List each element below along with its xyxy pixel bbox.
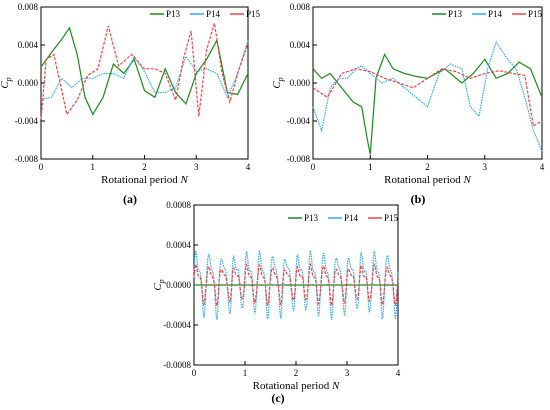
x-axis-label-text: Rotational period [384,174,463,186]
x-tick-label: 1 [243,368,248,378]
y-tick-label: 0.004 [290,40,311,50]
panel-label-b: (b) [411,192,426,206]
y-axis-label-sub: p [276,77,285,82]
legend-label-p13: P13 [166,9,181,19]
y-tick-label: 0.0000 [166,280,191,290]
y-tick-label: -0.008 [287,154,311,164]
x-axis-label-variable: N [331,380,340,392]
y-axis-label: Cp [271,77,285,88]
y-axis-label-main: C [0,81,11,89]
y-axis-label-main: C [152,283,164,291]
x-tick-label: 0 [311,162,316,172]
x-tick-label: 2 [142,162,147,172]
x-axis-label-variable: N [463,174,472,186]
legend-label-p14: P14 [344,213,359,223]
y-axis-label: Cp [0,77,13,88]
y-tick-label: 0.000 [290,78,311,88]
y-tick-label: -0.008 [15,154,39,164]
series-line-p14 [40,40,249,100]
y-tick-label: 0.008 [18,2,39,12]
y-tick-label: 0.000 [18,78,39,88]
legend-label-p14: P14 [206,9,221,19]
panel-label-c: (c) [271,391,284,405]
x-tick-label: 0 [39,162,44,172]
panel-a-chart: -0.008 -0.004 0.000 0.004 0.008 0 1 2 3 4 Rotation… [0,2,261,186]
series-line-p15 [312,68,543,127]
x-axis-label: Rotational period N [253,380,340,392]
panel-b-chart: -0.008 -0.004 0.000 0.004 0.008 0 1 2 3 4 Rotation… [271,2,545,186]
x-tick-label: 0 [192,368,197,378]
x-axis-label-text: Rotational period [253,380,332,392]
x-tick-label: 4 [246,162,251,172]
series-line-p13 [312,53,543,155]
panel-c-chart: -0.0008 -0.0004 0.0000 0.0004 0.0008 0 1 2 3 4 Rot… [152,200,401,392]
y-axis-label-sub: p [4,77,13,82]
x-tick-label: 3 [194,162,199,172]
y-axis-label-main: C [271,81,283,89]
y-tick-label: 0.0008 [166,200,191,210]
x-axis-label-text: Rotational period [101,174,180,186]
x-tick-label: 2 [425,162,430,172]
y-tick-label: -0.004 [287,116,311,126]
legend-label-p15: P15 [246,9,261,19]
plot-frame [312,6,543,160]
x-tick-label: 3 [483,162,488,172]
x-tick-label: 4 [540,162,545,172]
y-tick-label: 0.004 [18,40,39,50]
series-line-p15 [193,262,399,308]
legend-label-p15: P15 [528,9,543,19]
y-axis-label-sub: p [157,279,166,284]
legend-label-p13: P13 [448,9,463,19]
y-tick-label: 0.008 [290,2,311,12]
x-axis-label-variable: N [180,174,189,186]
y-tick-label: 0.0004 [166,240,191,250]
legend-label-p14: P14 [488,9,503,19]
y-tick-label: -0.004 [15,116,39,126]
legend-label-p15: P15 [384,213,399,223]
series-line-p14 [312,40,543,152]
plot-frame [40,6,249,160]
series-line-p15 [40,23,249,120]
x-axis-label: Rotational period N [101,174,188,186]
y-tick-label: -0.0008 [163,360,191,370]
y-axis-label: Cp [152,279,166,290]
x-tick-label: 1 [91,162,96,172]
x-tick-label: 3 [345,368,350,378]
panel-label-a: (a) [123,192,137,206]
y-tick-label: -0.0004 [163,320,191,330]
x-tick-label: 1 [368,162,373,172]
x-axis-label: Rotational period N [384,174,471,186]
legend-label-p13: P13 [304,213,319,223]
x-tick-label: 2 [294,368,299,378]
series-line-p13 [40,26,249,116]
x-tick-label: 4 [396,368,401,378]
